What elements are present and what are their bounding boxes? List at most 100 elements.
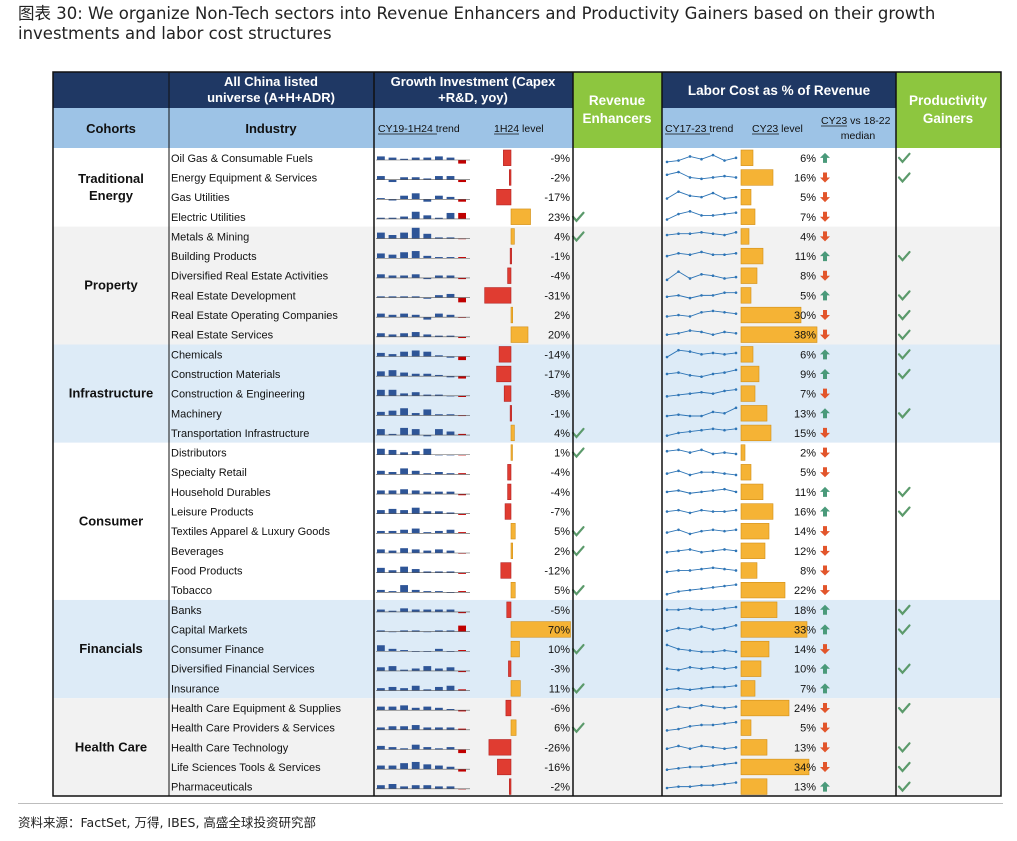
labor-level-value: 5% <box>800 192 816 204</box>
growth-level-bar <box>506 601 512 618</box>
growth-trend-bar <box>446 196 455 200</box>
growth-level-value: 20% <box>548 330 570 342</box>
growth-trend-bar <box>400 786 408 789</box>
labor-trend-point <box>700 177 703 181</box>
header-labor-navy <box>662 72 896 108</box>
growth-trend-bar <box>458 199 466 202</box>
growth-trend-bar <box>458 356 466 361</box>
growth-trend-sparkbars <box>376 370 470 379</box>
growth-trend-bar <box>458 749 466 754</box>
growth-level-value: 10% <box>548 644 570 656</box>
growth-trend-bar <box>388 334 397 337</box>
growth-trend-bar <box>388 410 397 416</box>
growth-trend-bar <box>458 572 466 574</box>
labor-level-bar <box>740 621 808 638</box>
labor-trend-point <box>665 592 669 596</box>
industry-name: Real Estate Services <box>171 330 274 342</box>
labor-trend-point <box>665 233 669 237</box>
labor-level-bar <box>740 306 802 324</box>
table-row: Food Products -12% 8% <box>171 562 830 579</box>
labor-trend-point <box>677 371 680 374</box>
growth-trend-bar <box>446 727 455 730</box>
growth-trend-bar <box>423 215 432 219</box>
labor-trend-point <box>688 296 692 300</box>
labor-trend-point <box>688 688 692 692</box>
labor-level-bar <box>740 208 756 225</box>
growth-trend-bar <box>411 227 420 239</box>
labor-trend-point <box>677 528 680 532</box>
growth-trend-bar <box>458 625 466 632</box>
labor-trend-point <box>688 548 692 551</box>
growth-trend-bar <box>423 409 432 416</box>
growth-trend-bar <box>411 507 420 514</box>
labor-level-value: 8% <box>800 271 816 283</box>
growth-trend-bar <box>435 549 443 553</box>
growth-trend-bar <box>377 176 385 180</box>
table-row: Construction Materials -17% 9% <box>171 365 911 383</box>
labor-trend-point <box>665 414 669 418</box>
header-labor-light <box>662 108 896 148</box>
labor-trend-point <box>688 607 692 610</box>
growth-trend-sparkbars <box>376 156 470 164</box>
labor-trend-point <box>723 174 726 178</box>
table-header: All China listed universe (A+H+ADR) Grow… <box>53 72 1001 148</box>
labor-trend-point <box>677 608 680 612</box>
growth-level-bar <box>497 758 512 776</box>
labor-trend-point <box>734 473 738 477</box>
labor-level-value: 14% <box>794 526 816 538</box>
growth-check-icon <box>571 585 585 596</box>
labor-trend-point <box>665 786 669 790</box>
growth-trend-bar <box>435 765 443 770</box>
labor-trend-point <box>734 252 738 255</box>
growth-trend-bar <box>400 705 408 711</box>
growth-trend-bar <box>423 178 432 180</box>
labor-trend-point <box>711 666 715 669</box>
labor-trend-point <box>723 510 726 513</box>
growth-trend-bar <box>411 668 420 671</box>
labor-trend-point <box>677 170 680 174</box>
growth-trend-bar <box>411 251 420 259</box>
labor-trend-point <box>734 388 738 391</box>
growth-trend-bar <box>411 296 420 298</box>
labor-level-value: 6% <box>800 349 816 361</box>
labor-level-value: 13% <box>794 742 816 754</box>
labor-trend-point <box>665 608 669 612</box>
labor-trend-point <box>677 252 680 255</box>
growth-trend-bar <box>423 297 432 299</box>
productivity-check-icon <box>897 250 911 262</box>
table-row: Banks -5% 18% <box>171 601 911 618</box>
growth-trend-bar <box>446 257 455 259</box>
growth-trend-bar <box>377 352 385 357</box>
growth-trend-bar <box>423 511 432 514</box>
growth-trend-bar <box>388 706 397 711</box>
labor-trend-point <box>665 550 669 554</box>
growth-trend-bar <box>411 549 420 553</box>
growth-level-value: 5% <box>554 526 570 538</box>
growth-trend-bar <box>388 235 397 239</box>
growth-trend-bar <box>458 532 466 534</box>
growth-trend-bar <box>458 670 466 673</box>
labor-level-value: 38% <box>794 330 816 342</box>
growth-trend-bar <box>435 727 443 730</box>
labor-trend-point <box>700 490 703 494</box>
growth-level-value: -8% <box>550 389 570 401</box>
labor-trend-point <box>665 643 669 647</box>
growth-level-bar <box>510 208 531 225</box>
productivity-check-icon <box>897 290 911 302</box>
growth-trend-bar <box>400 529 408 534</box>
labor-level-bar <box>740 228 750 245</box>
productivity-check-icon <box>897 349 911 360</box>
arrow-up-icon <box>820 486 830 497</box>
table-row: Beverages 2% 12% <box>171 542 830 559</box>
productivity-check-icon <box>897 486 911 498</box>
growth-trend-sparkbars <box>376 685 470 691</box>
growth-trend-bar <box>400 177 408 180</box>
growth-trend-bar <box>377 253 385 259</box>
labor-trend-point <box>734 666 738 669</box>
labor-trend-point <box>711 608 715 612</box>
labor-median-header-line2: median <box>841 130 876 142</box>
growth-trend-bar <box>458 591 466 593</box>
labor-trend-point <box>688 532 692 536</box>
growth-check-icon <box>571 526 585 537</box>
sector-band <box>53 599 1001 699</box>
